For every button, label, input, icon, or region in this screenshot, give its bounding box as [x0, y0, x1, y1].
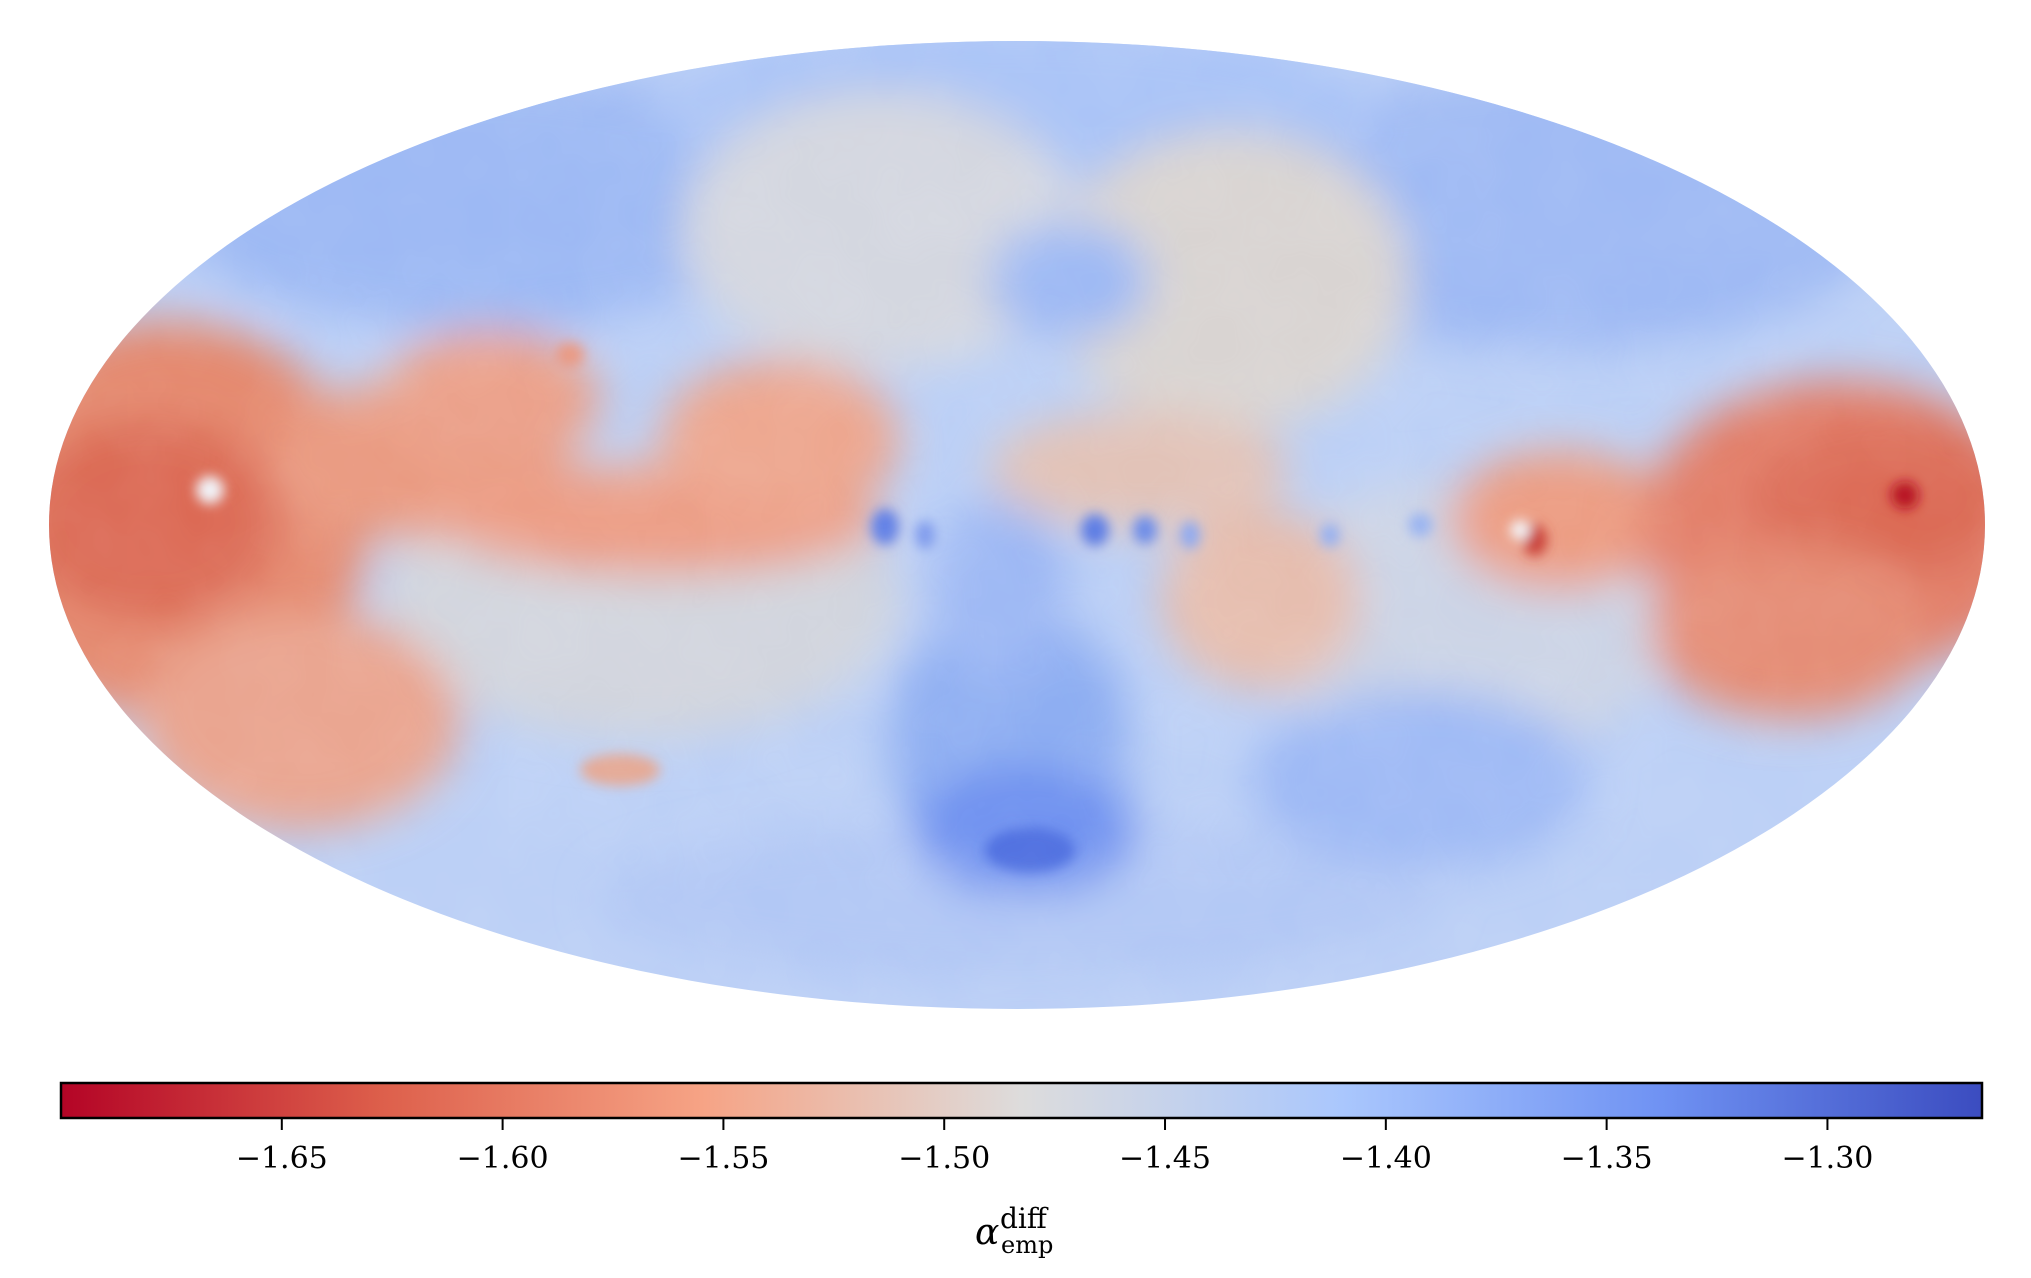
- colorbar: −1.65 −1.60 −1.55 −1.50 −1.45 −1.40 −1.35 −1.30…: [59, 1081, 1984, 1259]
- colorbar-tick-label: −1.50: [898, 1141, 990, 1176]
- colorbar-tick-label: −1.35: [1561, 1141, 1653, 1176]
- colorbar-label-superscript: diff: [1000, 1202, 1049, 1235]
- colorbar-tick-label: −1.60: [457, 1141, 549, 1176]
- colorbar-label: α diff emp: [975, 1202, 1053, 1259]
- colorbar-tick-label: −1.30: [1781, 1141, 1873, 1176]
- colorbar-tick-label: −1.55: [677, 1141, 769, 1176]
- sky-map: [49, 41, 1985, 1009]
- colorbar-label-symbol: α: [975, 1212, 999, 1253]
- colorbar-tick-label: −1.45: [1119, 1141, 1211, 1176]
- colorbar-tick-label: −1.40: [1340, 1141, 1432, 1176]
- colorbar-gradient: [59, 1081, 1984, 1120]
- colorbar-ticks: −1.65 −1.60 −1.55 −1.50 −1.45 −1.40 −1.35 −1.30: [236, 1118, 1873, 1176]
- colorbar-label-subscript: emp: [1001, 1231, 1053, 1259]
- colorbar-tick-label: −1.65: [236, 1141, 328, 1176]
